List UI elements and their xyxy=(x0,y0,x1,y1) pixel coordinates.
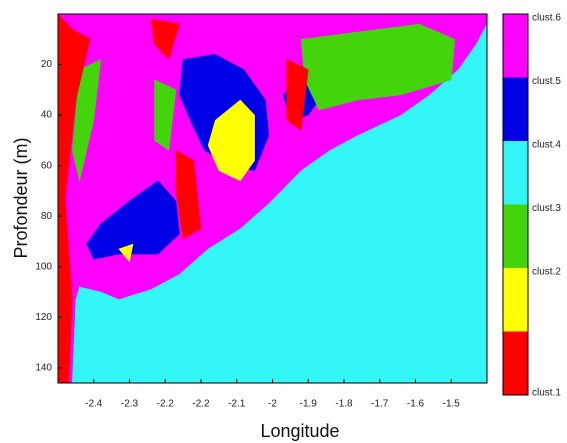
x-tick-label: -2.3 xyxy=(121,399,139,410)
legend-label: clust.1 xyxy=(532,388,561,399)
cluster-region xyxy=(150,18,180,60)
legend-label: clust.2 xyxy=(532,267,561,278)
cluster-region xyxy=(286,59,309,131)
cluster-region xyxy=(154,79,177,151)
cluster-region xyxy=(300,23,456,111)
x-tick-label: -1.9 xyxy=(300,399,318,410)
x-tick-label: -2.1 xyxy=(228,399,246,410)
x-tick-label: -1.6 xyxy=(407,399,425,410)
legend-swatch xyxy=(503,141,528,205)
y-tick-label: 140 xyxy=(35,362,52,373)
y-tick-label: 80 xyxy=(41,211,53,222)
y-tick-label: 40 xyxy=(41,110,53,121)
x-tick-label: -1.7 xyxy=(371,399,389,410)
y-tick-label: 120 xyxy=(35,312,52,323)
x-tick-label: -2.2 xyxy=(192,399,210,410)
legend-label: clust.5 xyxy=(532,76,561,87)
cluster-region xyxy=(118,243,134,263)
x-tick-label: -2.4 xyxy=(85,399,103,410)
x-tick-label: -1.8 xyxy=(335,399,353,410)
legend-label: clust.3 xyxy=(532,203,561,214)
x-tick-label: -2.2 xyxy=(157,399,175,410)
cluster-region xyxy=(207,99,255,182)
y-tick-label: 60 xyxy=(41,160,53,171)
y-axis-title: Profondeur (m) xyxy=(11,137,31,258)
x-tick-label: -1.5 xyxy=(443,399,461,410)
legend-label: clust.4 xyxy=(532,140,561,151)
cluster-region xyxy=(72,23,488,384)
y-tick-label: 100 xyxy=(35,261,52,272)
legend-swatch xyxy=(503,77,528,141)
legend-swatch xyxy=(503,268,528,332)
legend-frame xyxy=(502,13,529,396)
x-axis-title: Longitude xyxy=(260,421,339,441)
cluster-region xyxy=(175,150,202,240)
legend-swatch xyxy=(503,331,528,395)
legend-label: clust.6 xyxy=(532,13,561,24)
legend-swatch xyxy=(503,204,528,268)
y-tick-label: 20 xyxy=(41,59,53,70)
x-tick-label: -2 xyxy=(268,399,277,410)
cluster-region xyxy=(86,180,180,260)
legend-swatch xyxy=(503,14,528,78)
cluster-region xyxy=(72,59,102,181)
